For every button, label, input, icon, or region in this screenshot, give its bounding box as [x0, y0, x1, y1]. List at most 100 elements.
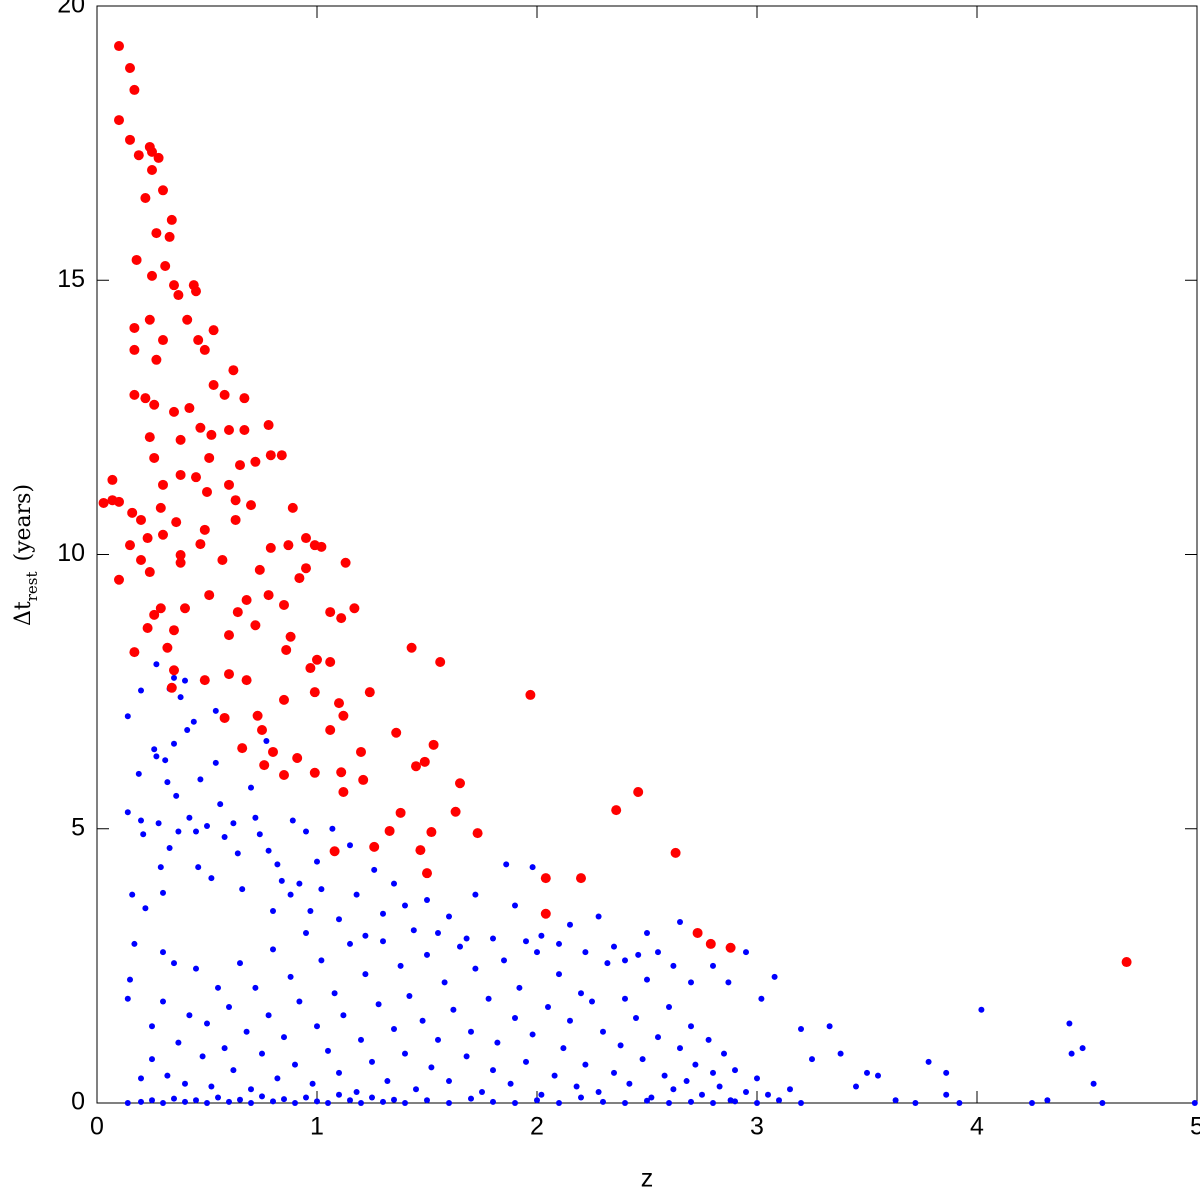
point	[193, 335, 204, 346]
point	[435, 1036, 441, 1043]
point	[1191, 1100, 1198, 1106]
point	[670, 847, 681, 858]
point	[151, 746, 158, 753]
point	[435, 929, 441, 936]
point	[380, 910, 386, 917]
point	[560, 1045, 567, 1052]
point	[512, 1014, 518, 1021]
point	[246, 500, 256, 511]
y-tick-label: 10	[57, 539, 85, 567]
point	[184, 403, 195, 414]
point	[525, 689, 536, 700]
point	[144, 432, 155, 443]
point	[265, 450, 276, 461]
point	[144, 314, 155, 325]
point	[177, 694, 184, 701]
point	[644, 1097, 650, 1104]
point	[239, 424, 250, 435]
point	[191, 286, 201, 297]
point	[129, 389, 140, 400]
point	[204, 1020, 210, 1027]
point	[655, 1034, 661, 1041]
point	[435, 657, 446, 668]
point	[716, 1083, 723, 1090]
point	[157, 864, 164, 871]
point	[576, 873, 586, 884]
point	[633, 787, 644, 798]
point	[600, 1098, 606, 1105]
x-tick-label: 2	[530, 1113, 544, 1141]
point	[798, 1025, 804, 1032]
point	[243, 1028, 250, 1035]
plot-frame	[96, 5, 1198, 1104]
point	[358, 1100, 364, 1106]
point	[395, 807, 406, 818]
point	[776, 1097, 782, 1104]
point	[193, 965, 199, 972]
point	[125, 540, 135, 551]
point	[208, 1083, 215, 1090]
point	[622, 957, 628, 964]
point	[428, 739, 439, 750]
point	[626, 1080, 633, 1087]
point	[336, 1091, 342, 1098]
x-tick-label: 1	[310, 1113, 324, 1141]
point	[197, 776, 204, 783]
point	[279, 599, 289, 610]
point	[490, 935, 496, 942]
point	[1099, 1100, 1106, 1106]
point	[428, 1064, 435, 1071]
point	[567, 1017, 573, 1024]
point	[135, 770, 142, 777]
point	[644, 976, 650, 983]
point	[622, 995, 628, 1002]
point	[611, 1069, 617, 1076]
point	[410, 927, 417, 934]
point	[472, 891, 479, 898]
point	[1068, 1050, 1075, 1057]
point	[391, 727, 402, 738]
point	[540, 873, 551, 884]
point	[235, 460, 245, 471]
point	[450, 806, 461, 817]
point	[160, 949, 166, 956]
point	[193, 828, 199, 835]
point	[142, 622, 153, 633]
point	[670, 962, 677, 969]
point	[224, 479, 234, 490]
point	[556, 940, 562, 947]
point	[149, 1097, 155, 1104]
point	[289, 817, 296, 824]
point	[239, 886, 246, 893]
point	[1079, 1045, 1086, 1052]
point	[136, 554, 146, 565]
point	[316, 541, 327, 552]
point	[234, 850, 241, 857]
point	[270, 946, 276, 953]
point	[875, 1072, 881, 1079]
point	[639, 1056, 646, 1063]
point	[237, 743, 248, 754]
point	[336, 613, 347, 624]
point	[162, 757, 169, 764]
point	[208, 875, 215, 882]
point	[127, 507, 138, 518]
point	[199, 1053, 206, 1060]
point	[160, 889, 166, 896]
point	[199, 344, 210, 355]
point	[301, 533, 311, 544]
point	[406, 993, 413, 1000]
point	[296, 880, 303, 887]
point	[303, 828, 309, 835]
point	[699, 1091, 705, 1098]
point	[758, 995, 765, 1002]
point	[228, 365, 239, 376]
point	[329, 846, 340, 857]
point	[281, 1034, 287, 1041]
point	[721, 1050, 727, 1057]
point	[853, 1083, 859, 1090]
point	[424, 897, 430, 904]
point	[281, 644, 292, 655]
point	[347, 842, 353, 849]
